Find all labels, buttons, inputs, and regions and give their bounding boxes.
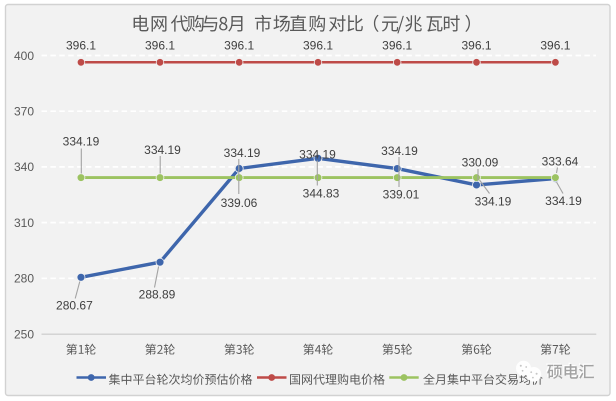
svg-text:396.1: 396.1 — [382, 38, 412, 52]
svg-text:396.1: 396.1 — [461, 38, 491, 52]
svg-text:334.19: 334.19 — [63, 135, 100, 149]
svg-text:396.1: 396.1 — [224, 38, 254, 52]
svg-text:396.1: 396.1 — [145, 38, 175, 52]
svg-text:250: 250 — [14, 327, 34, 341]
svg-text:333.64: 333.64 — [542, 155, 579, 169]
svg-text:339.01: 339.01 — [383, 188, 420, 202]
svg-text:396.1: 396.1 — [66, 38, 96, 52]
svg-text:334.19: 334.19 — [475, 194, 512, 208]
svg-text:334.19: 334.19 — [381, 144, 418, 158]
svg-text:344.83: 344.83 — [303, 186, 340, 200]
svg-text:370: 370 — [14, 105, 34, 119]
svg-text:400: 400 — [14, 49, 34, 63]
svg-text:334.19: 334.19 — [144, 143, 181, 157]
svg-text:330.09: 330.09 — [462, 156, 499, 170]
svg-text:280.67: 280.67 — [56, 298, 93, 312]
svg-text:339.06: 339.06 — [221, 196, 258, 210]
svg-text:334.19: 334.19 — [545, 194, 582, 208]
svg-text:340: 340 — [14, 160, 34, 174]
svg-text:334.19: 334.19 — [299, 148, 336, 162]
svg-text:280: 280 — [14, 272, 34, 286]
svg-text:396.1: 396.1 — [303, 38, 333, 52]
svg-text:288.89: 288.89 — [139, 288, 176, 302]
svg-text:310: 310 — [14, 216, 34, 230]
svg-text:334.19: 334.19 — [224, 146, 261, 160]
svg-text:396.1: 396.1 — [540, 38, 570, 52]
